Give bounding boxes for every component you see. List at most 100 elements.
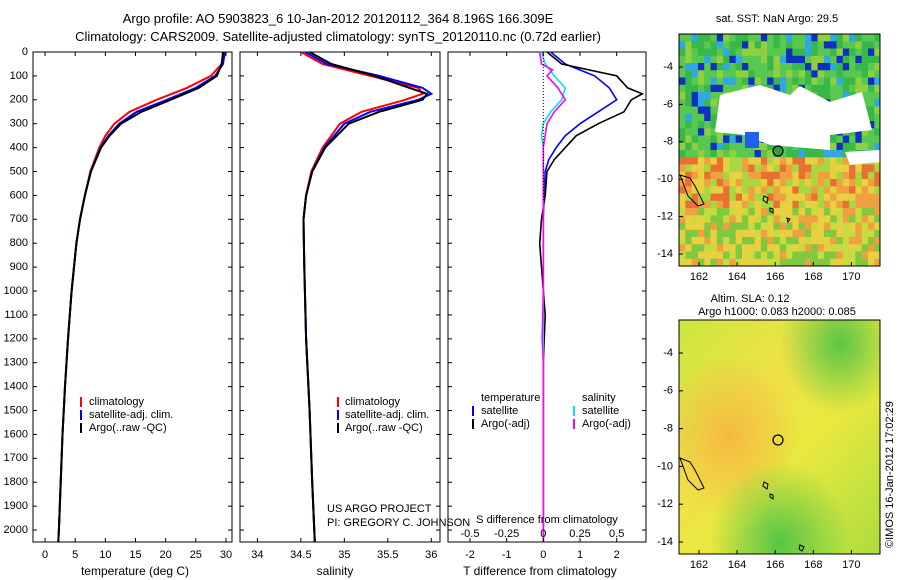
series-line [542, 51, 618, 542]
legend-sal-argo: Argo(-adj) [582, 418, 631, 430]
depth-tick-label: 1800 [4, 476, 28, 488]
salinity-panel-frame [239, 51, 441, 543]
depth-tick-label: 2000 [4, 524, 28, 536]
depth-tick-label: 300 [10, 118, 28, 130]
depth-tick-label: 200 [10, 94, 28, 106]
series-line [302, 51, 429, 543]
depth-tick-label: 500 [10, 165, 28, 177]
x-tick-label: 15 [129, 549, 141, 561]
map-x-tick-label: 164 [728, 559, 746, 571]
legend-sal-satellite: satellite [582, 405, 619, 417]
x-tick-label: 10 [99, 549, 111, 561]
x-tick-label: 30 [220, 549, 232, 561]
depth-tick-label: 600 [10, 189, 28, 201]
x-tick-label: 20 [160, 549, 172, 561]
series-line [57, 51, 224, 543]
map-x-tick-label: 170 [842, 559, 860, 571]
legend-temp-argo: Argo(-adj) [481, 418, 530, 430]
temperature-panel-frame [32, 51, 233, 543]
depth-tick-label: 1600 [4, 428, 28, 440]
depth-tick-label: 1300 [4, 357, 28, 369]
legend-argo: Argo(..raw -QC) [345, 422, 423, 434]
series-line [57, 51, 226, 543]
no-data-region-2 [845, 150, 880, 165]
legend-satellite-adj: satellite-adj. clim. [345, 409, 429, 421]
depth-tick-label: 900 [10, 261, 28, 273]
depth-tick-label: 100 [10, 70, 28, 82]
map-x-tick-label: 168 [804, 271, 822, 283]
temperature-profiles [57, 51, 226, 543]
x-tick-label: 0 [540, 549, 546, 561]
map-x-tick-label: 166 [766, 559, 784, 571]
sla-map-title-2: Argo h1000: 0.083 h2000: 0.085 [698, 306, 856, 318]
sla-islands [679, 457, 805, 552]
legend-temperature-title: temperature [481, 392, 540, 404]
sst-map-frame [678, 33, 881, 267]
map-x-tick-label: 166 [766, 271, 784, 283]
map-x-tick-label: 162 [690, 271, 708, 283]
depth-tick-label: 1000 [4, 285, 28, 297]
s-tick-label: -0.5 [461, 528, 480, 540]
depth-tick-label: 1200 [4, 333, 28, 345]
x-tick-label: 34.5 [290, 549, 311, 561]
sst-patch-blue [745, 132, 759, 148]
map-axes: -4 -6 -8 -10 -12 -14 162 164 166 168 170 -4 -6 -8 -10 -… [657, 61, 860, 571]
depth-tick-label: 1500 [4, 404, 28, 416]
series-line [302, 51, 434, 543]
sla-map-title-1: Altim. SLA: 0.12 [711, 293, 790, 305]
salinity-profiles [300, 51, 434, 543]
x-tick-label: 35 [338, 549, 350, 561]
map-y-tick-label: -12 [657, 211, 673, 223]
s-difference-label: S difference from climatology [476, 514, 618, 526]
sla-map-frame [678, 319, 881, 555]
depth-tick-label: 1100 [4, 309, 28, 321]
x-tick-label: 35.5 [377, 549, 398, 561]
depth-tick-label: 800 [10, 237, 28, 249]
depth-tick-label: 400 [10, 142, 28, 154]
temperature-xlabel: temperature (deg C) [81, 564, 189, 578]
map-y-tick-label: -10 [657, 460, 673, 472]
map-y-tick-label: -4 [663, 347, 673, 359]
t-difference-xlabel: T difference from climatology [463, 564, 617, 578]
credit-pi: PI: GREGORY C. JOHNSON [327, 517, 470, 529]
depth-tick-label: 1900 [4, 500, 28, 512]
map-y-tick-label: -8 [663, 136, 673, 148]
sst-islands [679, 174, 791, 224]
depth-tick-label: 1700 [4, 452, 28, 464]
copyright-timestamp: ©IMOS 16-Jan-2012 17:02:29 [884, 401, 896, 548]
legend-temp-satellite: satellite [481, 405, 518, 417]
x-tick-label: 0 [42, 549, 48, 561]
salinity-xlabel: salinity [317, 564, 354, 578]
map-y-tick-label: -6 [663, 98, 673, 110]
salinity-legend: climatology satellite-adj. clim. Argo(..… [337, 396, 429, 434]
s-tick-label: 0.5 [609, 528, 624, 540]
argo-location-marker [772, 145, 784, 157]
map-y-tick-label: -14 [657, 248, 673, 260]
temperature-legend: climatology satellite-adj. clim. Argo(..… [80, 396, 173, 434]
s-tick-label: 0.25 [569, 528, 590, 540]
map-y-tick-label: -14 [657, 536, 673, 548]
header-line-1: Argo profile: AO 5903823_6 10-Jan-2012 2… [123, 11, 554, 26]
series-line [538, 51, 645, 542]
depth-tick-label: 1400 [4, 381, 28, 393]
x-tick-label: 34 [251, 549, 263, 561]
depth-tick-label: 0 [22, 46, 28, 58]
depth-axis: 0 100 200 300 400 500 600 700 800 900 1000 1100 1200… [4, 46, 646, 536]
header-line-2: Climatology: CARS2009. Satellite-adjuste… [75, 29, 601, 44]
map-y-tick-label: -4 [663, 61, 673, 73]
series-line [540, 51, 567, 542]
legend-climatology: climatology [345, 396, 401, 408]
map-y-tick-label: -6 [663, 385, 673, 397]
map-y-tick-label: -12 [657, 498, 673, 510]
sla-map [679, 320, 880, 554]
legend-salinity-title: salinity [582, 392, 616, 404]
credit-project: US ARGO PROJECT [327, 503, 432, 515]
x-tick-label: 5 [72, 549, 78, 561]
legend-argo: Argo(..raw -QC) [89, 422, 167, 434]
map-y-tick-label: -8 [663, 423, 673, 435]
map-x-tick-label: 162 [690, 559, 708, 571]
s-tick-label: -0.25 [494, 528, 519, 540]
series-line [538, 51, 567, 542]
x-tick-label: 1 [577, 549, 583, 561]
